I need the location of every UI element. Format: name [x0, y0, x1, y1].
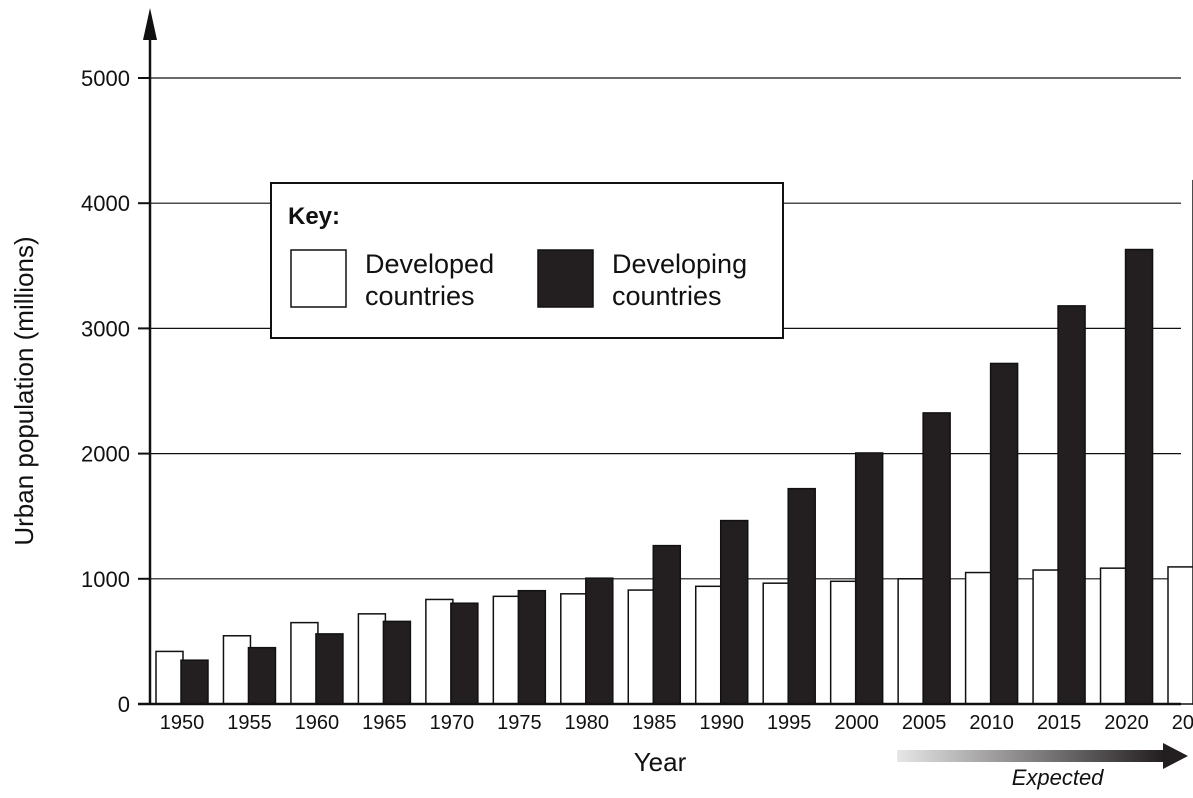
bar-developed-1995	[762, 582, 791, 705]
x-tick-label: 1995	[767, 712, 812, 734]
legend-label-developed-1: Developed	[365, 249, 494, 279]
x-tick-label: 1950	[160, 712, 205, 734]
x-tick-label: 2010	[969, 712, 1014, 734]
legend-title: Key:	[288, 203, 340, 230]
expected-annotation: Expected	[897, 743, 1188, 790]
bar-developing-1960	[315, 633, 344, 705]
bar-developing-2015	[1057, 305, 1086, 705]
bar-developing-1955	[247, 646, 277, 705]
y-tick-label: 4000	[81, 191, 130, 216]
bar-developed-1955	[222, 635, 252, 705]
bar-developed-2025	[1167, 566, 1193, 705]
bar-developing-1965	[382, 620, 412, 705]
bar-developed-2000	[829, 580, 859, 705]
bar-developed-1985	[627, 589, 657, 705]
bar-developed-1975	[492, 595, 522, 705]
x-tick-label: 2005	[902, 712, 947, 734]
x-tick-label: 2015	[1037, 712, 1082, 734]
x-tick-label: 1955	[227, 712, 272, 734]
y-axis-title: Urban population (millions)	[9, 236, 39, 545]
bar-developed-1950	[155, 650, 184, 705]
expected-label: Expected	[1012, 765, 1104, 790]
bar-developed-2005	[897, 578, 926, 705]
bar-developing-1990	[719, 519, 749, 705]
legend-swatch-developing	[537, 249, 594, 308]
x-tick-label: 1980	[565, 712, 610, 734]
y-tick-label: 1000	[81, 567, 130, 592]
legend-swatch-developed	[290, 249, 347, 308]
bar-developing-1995	[787, 487, 816, 705]
bar-developed-1965	[357, 613, 387, 705]
y-tick-label: 3000	[81, 316, 130, 341]
bar-developing-2000	[854, 452, 884, 705]
legend-box	[270, 182, 784, 339]
bar-developed-2020	[1099, 567, 1129, 705]
bar-developed-1960	[290, 621, 319, 705]
legend-label-developed-2: countries	[365, 281, 475, 311]
x-axis-ticks: 1950 1955 1960 1965 1970 1975 1980 1985 1990 1995…	[160, 712, 1193, 734]
y-axis-ticks: 0 1000 2000 3000 4000 5000	[81, 66, 150, 717]
bar-developed-2010	[964, 571, 994, 705]
bar-developing-1985	[652, 544, 682, 705]
x-axis-title: Year	[634, 747, 687, 777]
x-tick-label: 1985	[632, 712, 677, 734]
expected-arrow-head	[1163, 743, 1188, 769]
expected-arrow-shaft	[897, 750, 1163, 762]
bar-developing-1950	[180, 659, 209, 705]
x-tick-label: 2000	[834, 712, 879, 734]
bar-developing-1970	[450, 602, 479, 705]
bars	[155, 179, 1193, 705]
bar-developed-1970	[425, 598, 454, 705]
y-axis-arrowhead	[143, 8, 157, 40]
y-tick-label: 0	[118, 692, 130, 717]
legend: Key: Developed countries Developing coun…	[270, 182, 784, 339]
bar-developing-2020	[1124, 248, 1154, 705]
legend-label-developing-2: countries	[612, 281, 722, 311]
y-tick-label: 2000	[81, 442, 130, 467]
x-tick-label: 1975	[497, 712, 542, 734]
bar-developing-1980	[585, 577, 614, 705]
bar-developed-1980	[560, 593, 589, 705]
x-tick-label: 2025	[1172, 712, 1193, 734]
bar-developing-1975	[517, 589, 547, 705]
bar-developed-1990	[694, 585, 724, 705]
x-tick-label: 1990	[699, 712, 744, 734]
x-tick-label: 2020	[1104, 712, 1149, 734]
x-tick-label: 1965	[362, 712, 407, 734]
bar-developing-2005	[922, 412, 951, 705]
legend-label-developing-1: Developing	[612, 249, 747, 279]
y-tick-label: 5000	[81, 66, 130, 91]
bar-developing-2010	[989, 362, 1019, 705]
x-tick-label: 1960	[295, 712, 340, 734]
bar-developed-2015	[1032, 569, 1061, 705]
x-tick-label: 1970	[430, 712, 475, 734]
